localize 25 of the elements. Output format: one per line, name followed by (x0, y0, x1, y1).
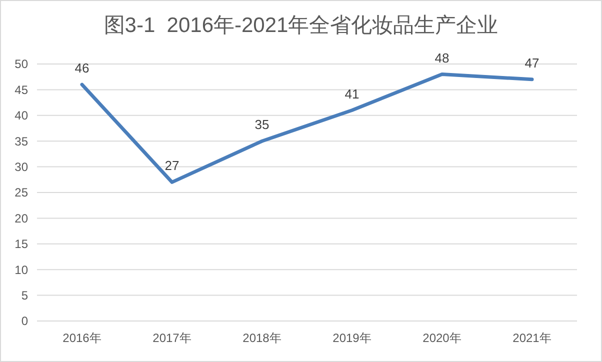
data-label: 35 (254, 117, 270, 132)
x-tick-label: 2018年 (242, 331, 282, 345)
data-label: 48 (434, 50, 450, 66)
y-tick-label: 35 (14, 134, 28, 148)
y-tick-label: 0 (21, 314, 28, 328)
y-tick-label: 10 (14, 262, 28, 277)
y-tick-label: 40 (14, 108, 28, 123)
data-label: 47 (524, 55, 540, 70)
y-tick-label: 25 (14, 186, 28, 200)
y-tick-label: 50 (14, 57, 28, 72)
x-tick-label: 2017年 (152, 331, 192, 345)
x-tick-label: 2019年 (332, 331, 372, 345)
y-tick-label: 45 (14, 82, 28, 97)
data-label: 46 (74, 60, 90, 76)
x-tick-label: 2021年 (512, 331, 552, 345)
y-tick-label: 20 (14, 211, 28, 226)
data-label: 27 (164, 158, 180, 174)
y-tick-label: 5 (21, 288, 28, 302)
chart-title: 图3-1 2016年-2021年全省化妆品生产企业 (104, 14, 498, 37)
line-series (80, 72, 534, 184)
data-label: 41 (344, 86, 360, 102)
x-tick-label: 2016年 (62, 331, 102, 345)
y-tick-label: 15 (14, 237, 28, 252)
x-tick-label: 2020年 (422, 331, 462, 345)
y-tick-label: 30 (14, 160, 28, 174)
